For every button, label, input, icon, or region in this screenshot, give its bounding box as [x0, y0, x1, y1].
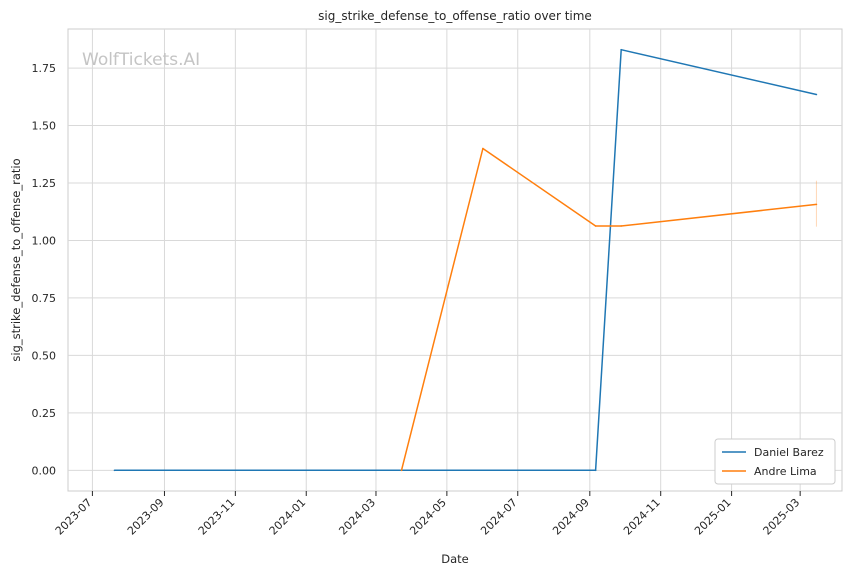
- watermark: WolfTickets.AI: [82, 50, 200, 70]
- x-tick-label: 2024-01: [267, 496, 309, 538]
- series-layer: [113, 48, 818, 472]
- x-tick-label: 2024-03: [336, 496, 378, 538]
- y-tick-label: 1.75: [32, 62, 57, 75]
- x-tick-label: 2023-11: [196, 496, 238, 538]
- x-tick-label: 2024-05: [407, 496, 449, 538]
- data-point-daniel-barez: [594, 469, 597, 472]
- legend-box: [714, 438, 836, 485]
- x-tick-label: 2023-09: [125, 496, 167, 538]
- y-tick-label: 0.50: [32, 349, 57, 362]
- y-tick-labels: 0.00 0.25 0.50 0.75 1.00 1.25 1.50 1.75: [32, 62, 57, 477]
- y-tick-label: 0.75: [32, 292, 57, 305]
- x-tick-label: 2025-01: [692, 496, 734, 538]
- chart-title: sig_strike_defense_to_offense_ratio over…: [318, 9, 592, 23]
- x-tick-label: 2024-11: [621, 496, 663, 538]
- x-tick-label: 2025-03: [761, 496, 803, 538]
- legend: Daniel Barez Andre Lima: [714, 438, 836, 485]
- data-point-andre-lima: [815, 203, 818, 206]
- data-point-andre-lima: [400, 469, 403, 472]
- y-tick-label: 1.50: [32, 120, 57, 133]
- y-tick-label: 0.00: [32, 464, 57, 477]
- series-line-daniel-barez: [114, 48, 817, 472]
- x-axis-label: Date: [441, 552, 469, 566]
- y-axis-label: sig_strike_defense_to_offense_ratio: [9, 158, 23, 361]
- data-point-andre-lima: [594, 225, 597, 227]
- y-tick-label: 1.25: [32, 177, 57, 190]
- x-tick-label: 2024-09: [550, 496, 592, 538]
- data-point-andre-lima: [482, 147, 484, 150]
- x-tick-labels: 2023-07 2023-09 2023-11 2024-01 2024-03 2024-…: [53, 496, 802, 538]
- x-tick-label: 2023-07: [53, 496, 95, 538]
- data-point-daniel-barez: [620, 48, 622, 51]
- data-point-andre-lima: [620, 225, 622, 227]
- legend-label-daniel-barez: Daniel Barez: [754, 446, 824, 459]
- y-tick-label: 1.00: [32, 234, 57, 247]
- y-tick-label: 0.25: [32, 407, 57, 420]
- data-point-daniel-barez: [815, 93, 818, 96]
- x-tick-label: 2024-07: [478, 496, 520, 538]
- x-gridlines: [91, 29, 801, 496]
- legend-label-andre-lima: Andre Lima: [754, 465, 817, 478]
- data-point-daniel-barez: [113, 469, 116, 472]
